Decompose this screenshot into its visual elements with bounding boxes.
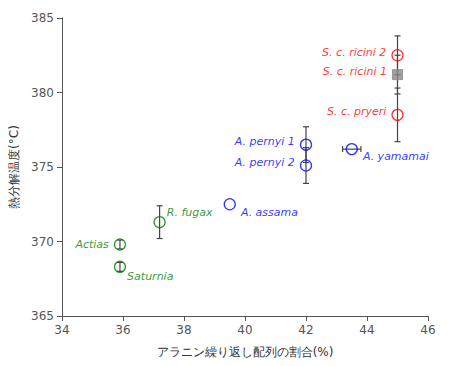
svg-text:A. yamamai: A. yamamai [362, 150, 429, 163]
svg-text:R. fugax: R. fugax [167, 206, 213, 219]
svg-text:34: 34 [54, 323, 69, 337]
svg-text:40: 40 [237, 323, 252, 337]
svg-text:375: 375 [31, 160, 54, 174]
svg-text:46: 46 [420, 323, 435, 337]
svg-text:38: 38 [176, 323, 191, 337]
svg-text:42: 42 [298, 323, 313, 337]
svg-text:S. c. pryeri: S. c. pryeri [327, 105, 386, 118]
svg-text:365: 365 [31, 309, 54, 323]
svg-text:36: 36 [115, 323, 130, 337]
svg-text:A. pernyi 1: A. pernyi 1 [234, 135, 295, 148]
svg-text:A. pernyi 2: A. pernyi 2 [234, 156, 295, 169]
svg-text:Saturnia: Saturnia [127, 270, 174, 283]
svg-text:44: 44 [359, 323, 374, 337]
svg-text:385: 385 [31, 11, 54, 25]
svg-text:380: 380 [31, 86, 54, 100]
svg-text:Actias: Actias [74, 238, 109, 251]
svg-text:熱分解温度(°C): 熱分解温度(°C) [7, 125, 21, 209]
svg-text:アラニン繰り返し配列の割合(%): アラニン繰り返し配列の割合(%) [157, 345, 334, 359]
svg-text:S. c. ricini 2: S. c. ricini 2 [322, 46, 386, 59]
svg-text:370: 370 [31, 235, 54, 249]
svg-text:A. assama: A. assama [240, 206, 298, 219]
svg-text:S. c. ricini 1: S. c. ricini 1 [323, 65, 387, 78]
